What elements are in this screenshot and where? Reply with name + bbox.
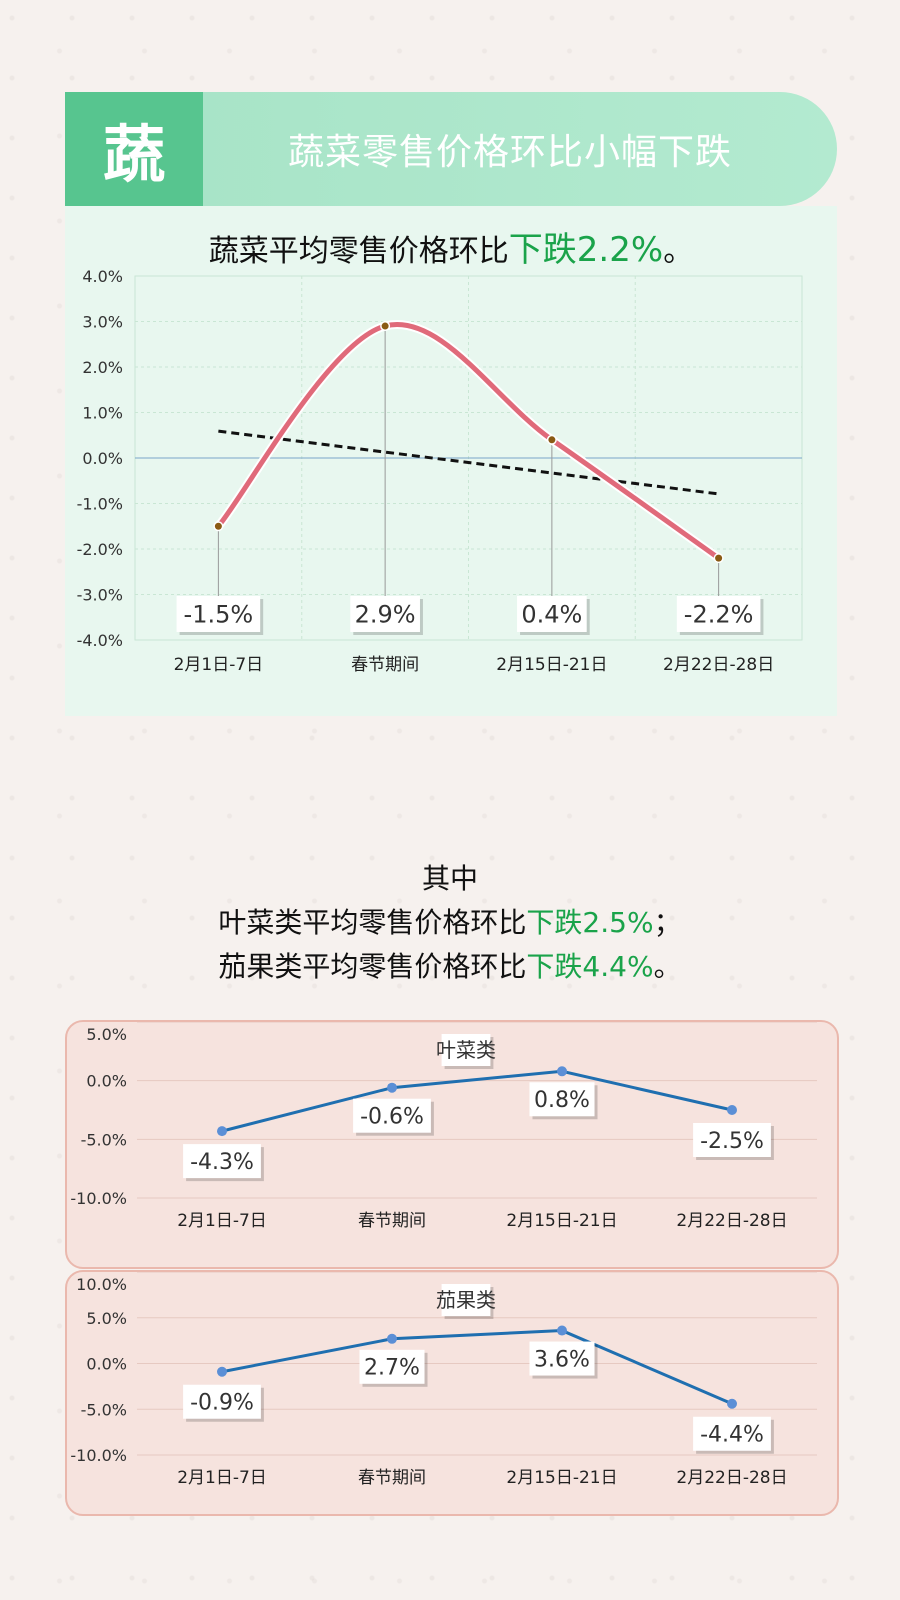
data-label: -2.2%: [684, 601, 754, 629]
x-tick-label: 2月22日-28日: [676, 1211, 787, 1231]
leaf-summary-highlight: 下跌2.5%: [526, 906, 654, 939]
data-label: -2.5%: [700, 1129, 764, 1154]
x-tick-label: 2月1日-7日: [177, 1468, 267, 1488]
y-tick-label: -1.0%: [77, 495, 123, 514]
leaf-summary: 叶菜类平均零售价格环比下跌2.5%；: [0, 901, 900, 945]
data-point: [557, 1066, 567, 1077]
sub-summary-heading: 其中: [421, 862, 478, 895]
data-point: [548, 436, 556, 444]
chart-title-box: [441, 1034, 491, 1066]
data-point: [557, 1325, 567, 1336]
data-label: 0.8%: [534, 1088, 590, 1113]
summary-prefix: 蔬菜平均零售价格环比: [208, 234, 509, 269]
leaf-chart-card: 5.0% 0.0% -5.0% -10.0% 叶菜类 -4.3% -0.6% 0.8% -2.5…: [65, 1020, 839, 1269]
main-line-chart: 4.0% 3.0% 2.0% 1.0% 0.0% -1.0% -2.0% -3.0% -4.0%…: [77, 267, 803, 675]
y-tick-label: 0.0%: [86, 1072, 127, 1091]
y-tick-label: -10.0%: [70, 1446, 127, 1465]
y-tick-label: -5.0%: [81, 1130, 127, 1149]
x-tick-label: 2月22日-28日: [676, 1468, 787, 1488]
data-point: [727, 1398, 737, 1409]
data-point: [217, 1366, 227, 1377]
main-summary: 蔬菜平均零售价格环比下跌2.2%。: [65, 222, 837, 271]
data-label: -0.9%: [190, 1391, 254, 1416]
y-tick-label: 0.0%: [86, 1355, 127, 1374]
banner-badge: 蔬: [65, 92, 203, 206]
data-label-box: [517, 596, 587, 632]
data-label: 3.6%: [534, 1347, 590, 1372]
data-label-box: [359, 1349, 425, 1384]
data-point: [214, 522, 222, 530]
fruit-summary-highlight: 下跌4.4%: [526, 950, 654, 983]
y-tick-label: -3.0%: [77, 586, 123, 605]
x-tick-label: 春节期间: [351, 655, 419, 675]
data-label-box: [183, 1384, 261, 1419]
y-tick-label: 5.0%: [86, 1309, 127, 1328]
x-tick-label: 春节期间: [358, 1211, 426, 1231]
summary-suffix: 。: [663, 234, 694, 269]
fruit-summary: 茄果类平均零售价格环比下跌4.4%。: [0, 945, 900, 989]
data-point: [387, 1333, 397, 1344]
data-label-box: [176, 596, 261, 632]
summary-highlight: 下跌2.2%: [508, 230, 664, 270]
data-point: [715, 554, 723, 562]
data-label-box: [183, 1144, 261, 1179]
data-point: [217, 1126, 227, 1137]
y-tick-label: 2.0%: [82, 358, 123, 377]
section-banner: 蔬 蔬菜零售价格环比小幅下跌: [65, 92, 837, 206]
data-label-box: [353, 1098, 431, 1133]
data-label: 2.7%: [364, 1356, 420, 1381]
data-label: 2.9%: [355, 601, 416, 629]
x-tick-label: 2月15日-21日: [506, 1468, 617, 1488]
chart-title: 叶菜类: [436, 1038, 496, 1062]
data-point: [387, 1082, 397, 1093]
fruit-chart-card: 10.0% 5.0% 0.0% -5.0% -10.0% 茄果类 -0.9% 2.7% 3.6%…: [65, 1270, 839, 1516]
y-tick-label: 1.0%: [82, 404, 123, 423]
y-tick-label: 5.0%: [86, 1025, 127, 1044]
trend-line: [218, 429, 719, 496]
data-label-box: [693, 1416, 771, 1451]
y-tick-label: 0.0%: [82, 449, 123, 468]
y-tick-label: 4.0%: [82, 267, 123, 286]
leaf-summary-prefix: 叶菜类平均零售价格环比: [218, 906, 527, 939]
data-label-box: [350, 596, 420, 632]
y-tick-label: -2.0%: [77, 540, 123, 559]
y-tick-label: -10.0%: [70, 1189, 127, 1208]
sub-summary: 其中 叶菜类平均零售价格环比下跌2.5%； 茄果类平均零售价格环比下跌4.4%。: [0, 857, 900, 989]
data-label: -4.4%: [700, 1423, 764, 1448]
data-label-box: [676, 596, 761, 632]
data-label: 0.4%: [521, 601, 582, 629]
x-tick-label: 春节期间: [358, 1468, 426, 1488]
data-point: [381, 322, 389, 330]
banner-title: 蔬菜零售价格环比小幅下跌: [287, 132, 732, 173]
y-tick-label: 10.0%: [76, 1275, 127, 1294]
data-label: -1.5%: [184, 601, 254, 629]
data-label: -4.3%: [190, 1150, 254, 1175]
leaf-summary-suffix: ；: [653, 906, 682, 939]
data-label-box: [529, 1341, 595, 1376]
main-chart-card: 蔬菜平均零售价格环比下跌2.2%。 4.0% 3.0% 2.0% 1.0% 0.0% -1…: [65, 206, 837, 716]
y-tick-label: 3.0%: [82, 313, 123, 332]
series-line: [221, 1329, 733, 1406]
chart-title-box: [441, 1284, 491, 1316]
data-point: [727, 1105, 737, 1115]
chart-title: 茄果类: [436, 1288, 496, 1312]
y-tick-label: -5.0%: [81, 1400, 127, 1419]
leaf-line-chart: 5.0% 0.0% -5.0% -10.0% 叶菜类 -4.3% -0.6% 0.8% -2.5…: [70, 1022, 817, 1231]
data-label-box: [529, 1082, 595, 1117]
x-tick-label: 2月22日-28日: [663, 655, 774, 675]
fruit-line-chart: 10.0% 5.0% 0.0% -5.0% -10.0% 茄果类 -0.9% 2.7% 3.6%…: [70, 1272, 817, 1488]
series-line: [221, 1069, 733, 1133]
series-line: [215, 322, 722, 561]
data-label: -0.6%: [360, 1105, 424, 1130]
x-tick-label: 2月1日-7日: [177, 1211, 267, 1231]
data-label-box: [693, 1123, 771, 1157]
x-tick-label: 2月1日-7日: [174, 655, 264, 675]
fruit-summary-suffix: 。: [653, 950, 682, 983]
x-tick-label: 2月15日-21日: [506, 1211, 617, 1231]
fruit-summary-prefix: 茄果类平均零售价格环比: [218, 950, 527, 983]
x-tick-label: 2月15日-21日: [496, 655, 607, 675]
y-tick-label: -4.0%: [77, 631, 123, 650]
